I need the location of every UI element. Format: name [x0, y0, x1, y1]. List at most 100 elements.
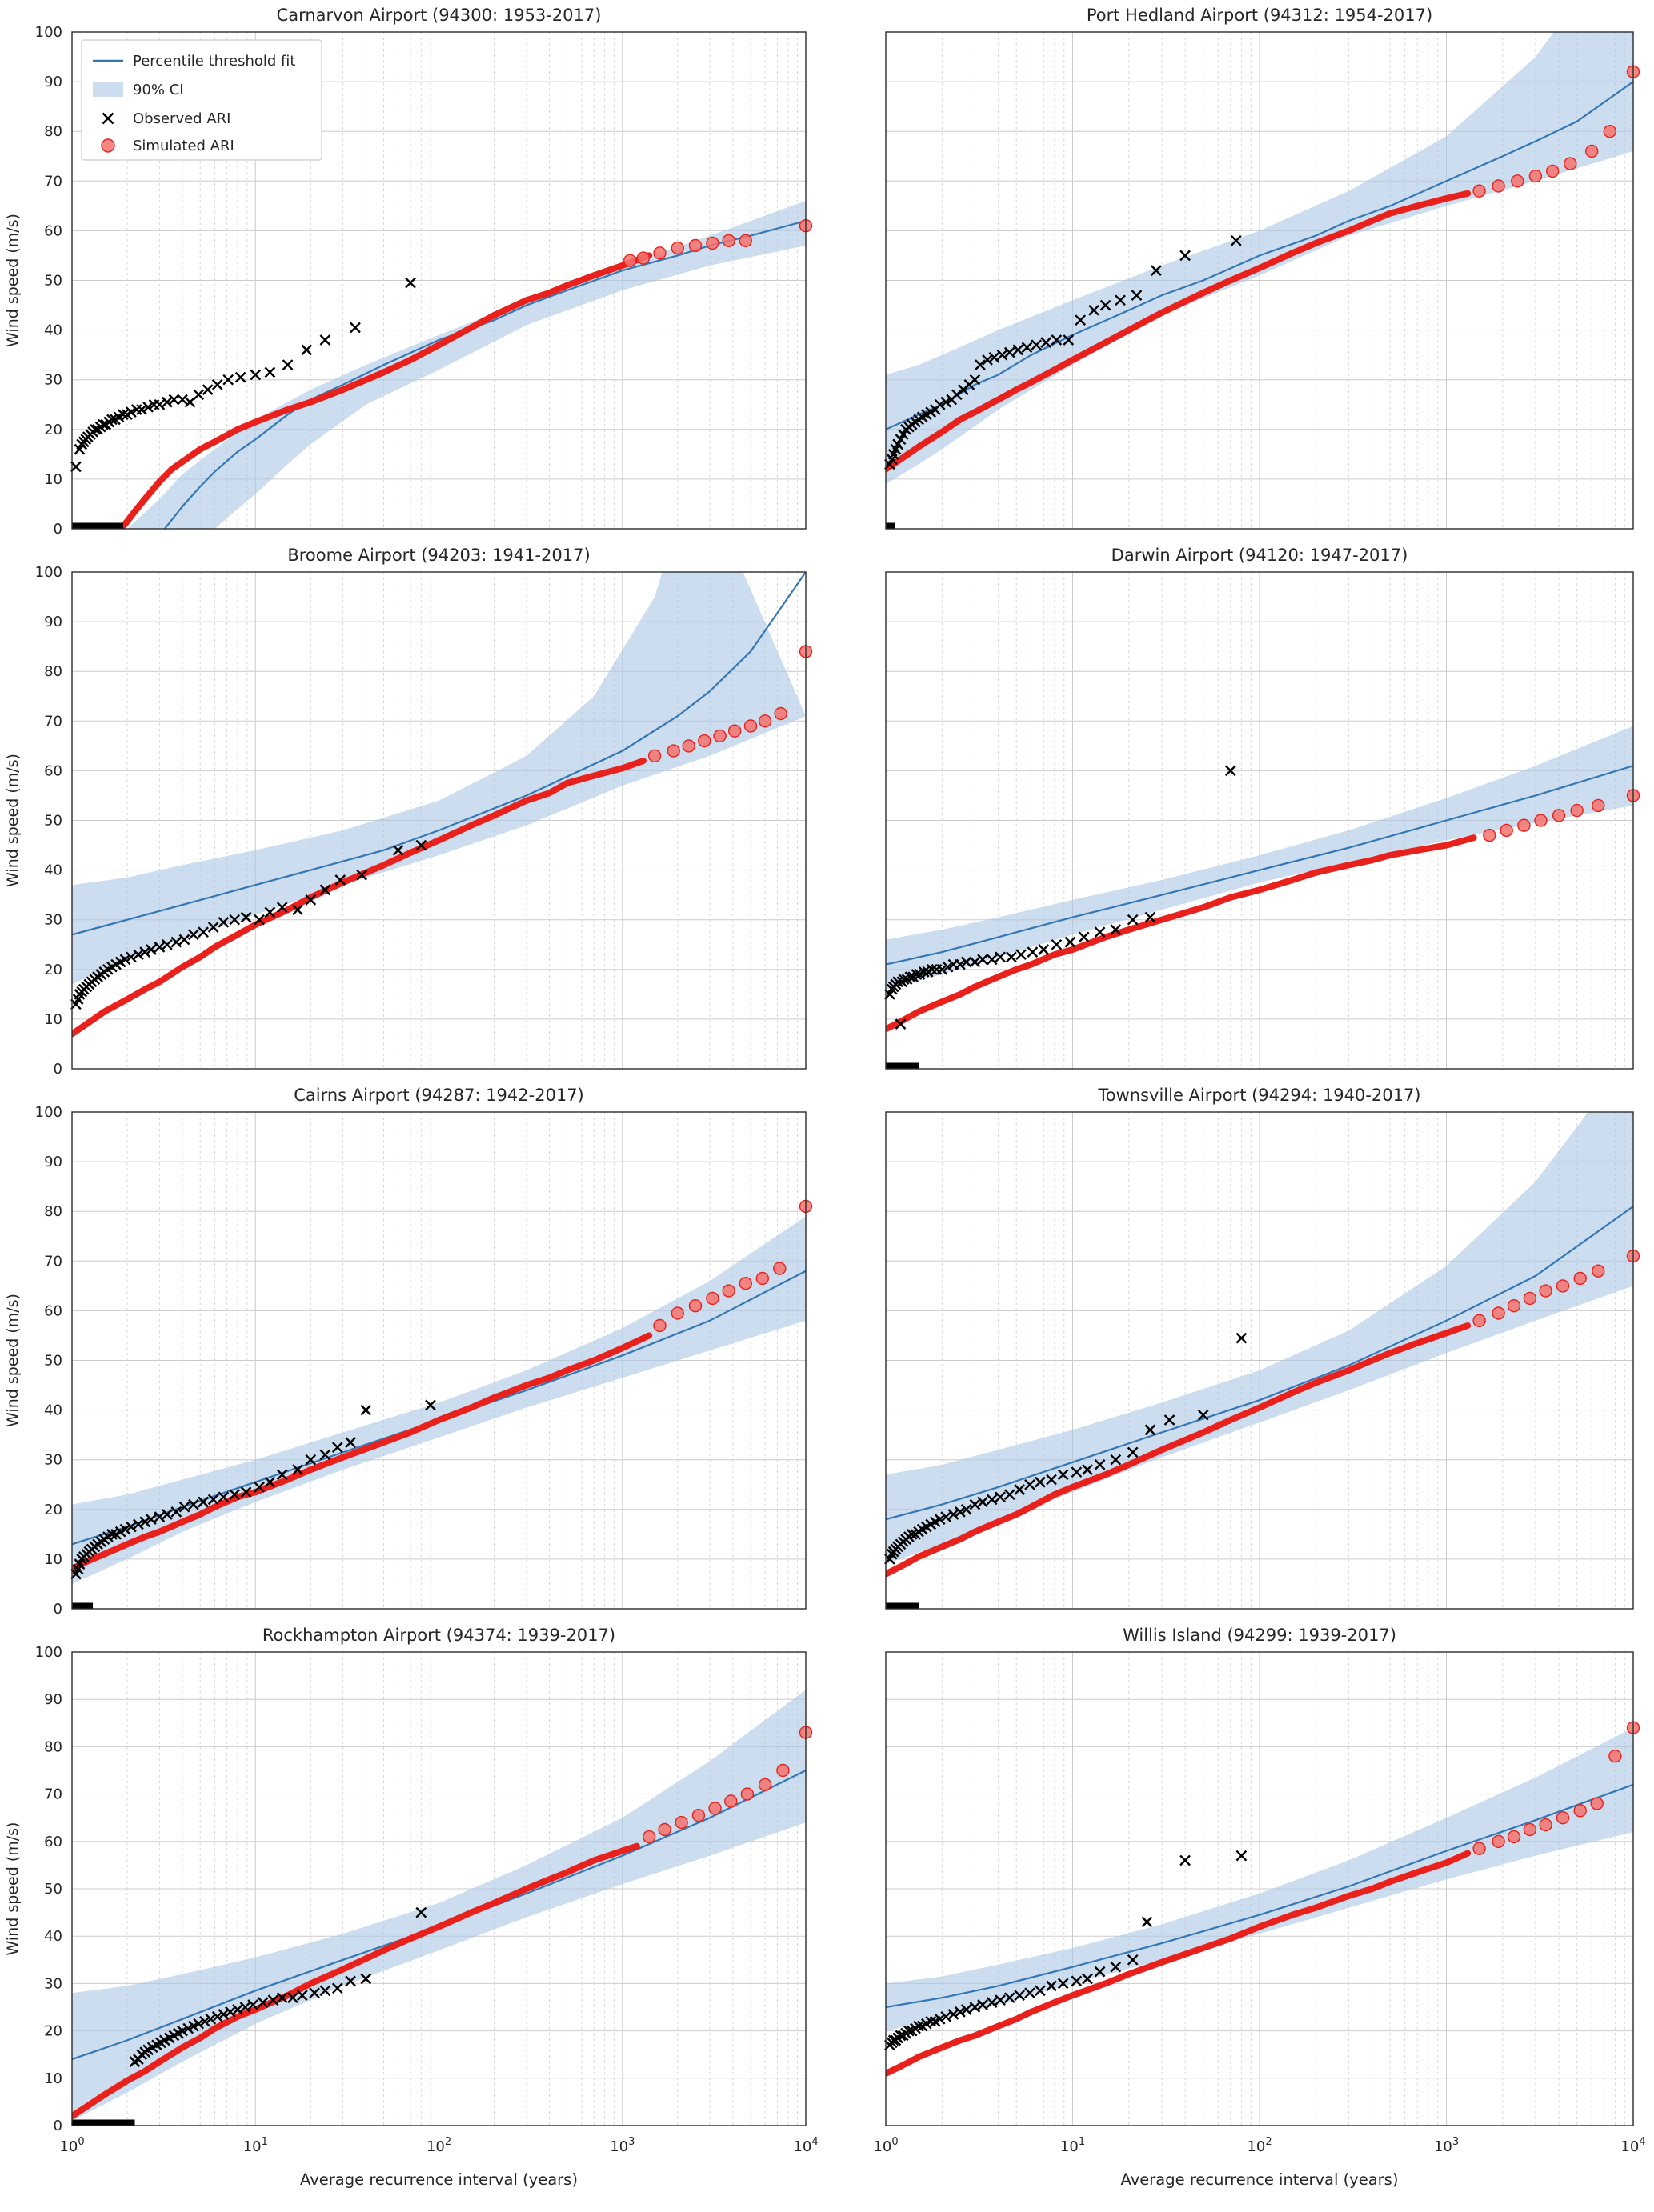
simulated-point — [758, 1778, 772, 1792]
observed-points — [884, 234, 1242, 470]
legend-ci-swatch — [93, 82, 123, 97]
chart-panel-1: 0 10 20 30 40 50 60 70 80 90 100 Wind speed (m/s) Ca… — [4, 6, 813, 538]
legend-simulated-marker — [101, 138, 115, 153]
fit-line — [72, 1770, 806, 2061]
simulated-point — [1472, 1842, 1486, 1855]
simulated-point — [774, 706, 787, 721]
legend-label-observed: Observed ARI — [133, 110, 230, 127]
simulated-point — [1492, 179, 1505, 193]
simulated-point — [682, 739, 695, 753]
chart-title: Willis Island (94299: 1939-2017) — [1123, 1626, 1396, 1645]
y-tick-label: 20 — [44, 2023, 62, 2040]
fit-line — [886, 1783, 1633, 2009]
chart-title: Townsville Airport (94294: 1940-2017) — [1097, 1086, 1420, 1105]
y-tick-label: 100 — [35, 1644, 62, 1661]
simulated-band — [886, 190, 1472, 473]
y-tick-label: 0 — [54, 1061, 62, 1078]
y-tick-label: 70 — [44, 1786, 62, 1803]
x-tick-label: 102 — [427, 2136, 451, 2155]
y-tick-label: 70 — [44, 173, 62, 190]
observed-points — [884, 765, 1236, 1030]
y-tick-label: 40 — [44, 322, 62, 339]
plot-frame — [71, 1651, 807, 2126]
observed-points — [129, 1906, 427, 2067]
ci-band — [886, 1727, 1633, 2031]
plot-frame — [885, 1651, 1634, 2126]
y-tick-label: 30 — [44, 372, 62, 389]
x-tick-label: 100 — [59, 2136, 84, 2155]
simulated-point — [743, 719, 758, 733]
plot-frame — [71, 571, 807, 1070]
x-axis-label: Average recurrence interval (years) — [1121, 2170, 1399, 2189]
observed-points — [884, 1850, 1248, 2051]
y-tick-label: 70 — [44, 713, 62, 730]
simulated-band — [72, 758, 647, 1038]
simulated-band — [886, 1322, 1472, 1578]
y-tick-label: 80 — [44, 123, 62, 140]
y-tick-label: 30 — [44, 1975, 62, 1992]
legend-label-simulated: Simulated ARI — [133, 138, 234, 154]
simulated-point — [1556, 1810, 1570, 1825]
legend-box — [81, 39, 322, 161]
chart-title: Rockhampton Airport (94374: 1939-2017) — [262, 1626, 615, 1645]
y-tick-label: 90 — [44, 1154, 62, 1170]
ci-band — [127, 201, 806, 529]
simulated-point — [1590, 1797, 1604, 1810]
y-tick-label: 40 — [44, 1402, 62, 1419]
legend: Percentile threshold fit 90% CI Observed A… — [81, 39, 322, 161]
simulated-point — [698, 734, 711, 748]
chart-panel-4: Darwin Airport (94120: 1947-2017) — [884, 546, 1640, 1070]
y-tick-label: 80 — [44, 1203, 62, 1220]
legend-observed-marker — [102, 112, 114, 125]
y-tick-label: 0 — [54, 1601, 62, 1618]
fit-line — [886, 81, 1633, 430]
y-tick-label: 50 — [44, 1353, 62, 1370]
x-tick-label: 104 — [1620, 2136, 1645, 2155]
chart-panel-8: 100 101 102 103 104 Average recurrence interv… — [873, 1626, 1645, 2189]
simulated-point — [740, 1787, 755, 1801]
simulated-point — [1556, 1279, 1570, 1293]
simulated-point — [1492, 1834, 1505, 1848]
simulated-point — [728, 724, 742, 738]
simulated-point — [1603, 124, 1616, 138]
y-tick-label: 20 — [44, 1502, 62, 1518]
plot-frame — [885, 1111, 1634, 1610]
y-axis-label: Wind speed (m/s) — [4, 1822, 22, 1956]
simulated-point — [706, 236, 719, 250]
simulated-point — [1546, 164, 1560, 178]
y-tick-label: 20 — [44, 422, 62, 438]
x-axis-label: Average recurrence interval (years) — [300, 2170, 578, 2189]
y-tick-label: 100 — [35, 564, 62, 581]
simulated-point — [653, 1318, 667, 1333]
y-tick-label: 0 — [54, 521, 62, 538]
y-axis-label: Wind speed (m/s) — [4, 1294, 22, 1427]
chart-title: Port Hedland Airport (94312: 1954-2017) — [1087, 6, 1432, 25]
y-tick-label: 90 — [44, 1691, 62, 1708]
y-tick-label: 70 — [44, 1253, 62, 1270]
simulated-point — [1573, 1804, 1587, 1818]
simulated-point — [739, 234, 752, 247]
y-tick-label: 90 — [44, 74, 62, 90]
simulated-point — [776, 1763, 790, 1778]
simulated-point — [671, 1306, 684, 1320]
simulated-point — [623, 254, 637, 267]
y-tick-label: 40 — [44, 1928, 62, 1945]
x-tick-label: 101 — [1060, 2136, 1085, 2155]
simulated-point — [1592, 798, 1605, 813]
x-tick-label: 101 — [243, 2136, 268, 2155]
ci-band — [886, 32, 1633, 485]
simulated-point — [1552, 809, 1566, 822]
chart-title: Darwin Airport (94120: 1947-2017) — [1111, 546, 1408, 565]
simulated-point — [1472, 1314, 1486, 1327]
simulated-point — [724, 1794, 738, 1808]
simulated-point — [1528, 169, 1543, 183]
simulated-point — [1539, 1818, 1552, 1832]
y-tick-label: 100 — [35, 1104, 62, 1121]
simulated-point — [739, 1276, 752, 1290]
simulated-point — [671, 241, 684, 255]
chart-panel-2: Port Hedland Airport (94312: 1954-2017) — [884, 6, 1640, 530]
simulated-band — [72, 1332, 653, 1573]
simulated-point — [1592, 1264, 1605, 1278]
simulated-point — [667, 744, 680, 758]
